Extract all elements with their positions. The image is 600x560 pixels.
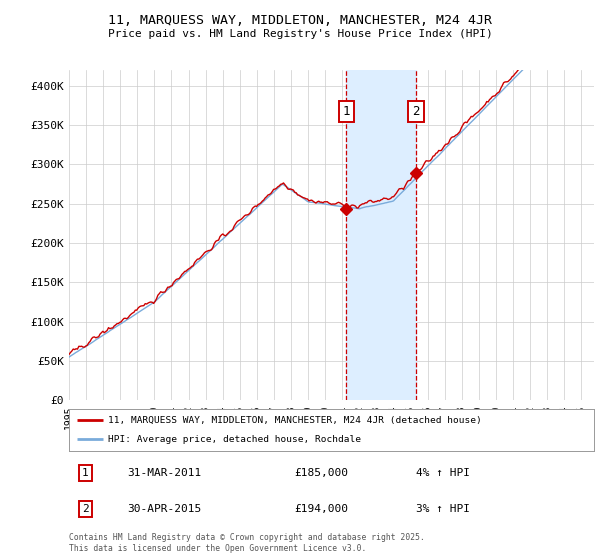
Text: Contains HM Land Registry data © Crown copyright and database right 2025.
This d: Contains HM Land Registry data © Crown c… — [69, 533, 425, 553]
Text: 31-MAR-2011: 31-MAR-2011 — [127, 468, 201, 478]
Text: 1: 1 — [82, 468, 89, 478]
Text: 1: 1 — [343, 105, 350, 118]
Text: 2: 2 — [412, 105, 420, 118]
Text: £194,000: £194,000 — [295, 504, 349, 514]
Text: 11, MARQUESS WAY, MIDDLETON, MANCHESTER, M24 4JR: 11, MARQUESS WAY, MIDDLETON, MANCHESTER,… — [108, 14, 492, 27]
Text: 3% ↑ HPI: 3% ↑ HPI — [415, 504, 470, 514]
Text: 11, MARQUESS WAY, MIDDLETON, MANCHESTER, M24 4JR (detached house): 11, MARQUESS WAY, MIDDLETON, MANCHESTER,… — [109, 416, 482, 424]
Text: 2: 2 — [82, 504, 89, 514]
Bar — [346, 70, 416, 400]
Text: HPI: Average price, detached house, Rochdale: HPI: Average price, detached house, Roch… — [109, 435, 361, 444]
Text: 4% ↑ HPI: 4% ↑ HPI — [415, 468, 470, 478]
Text: 30-APR-2015: 30-APR-2015 — [127, 504, 201, 514]
Text: £185,000: £185,000 — [295, 468, 349, 478]
Text: Price paid vs. HM Land Registry's House Price Index (HPI): Price paid vs. HM Land Registry's House … — [107, 29, 493, 39]
